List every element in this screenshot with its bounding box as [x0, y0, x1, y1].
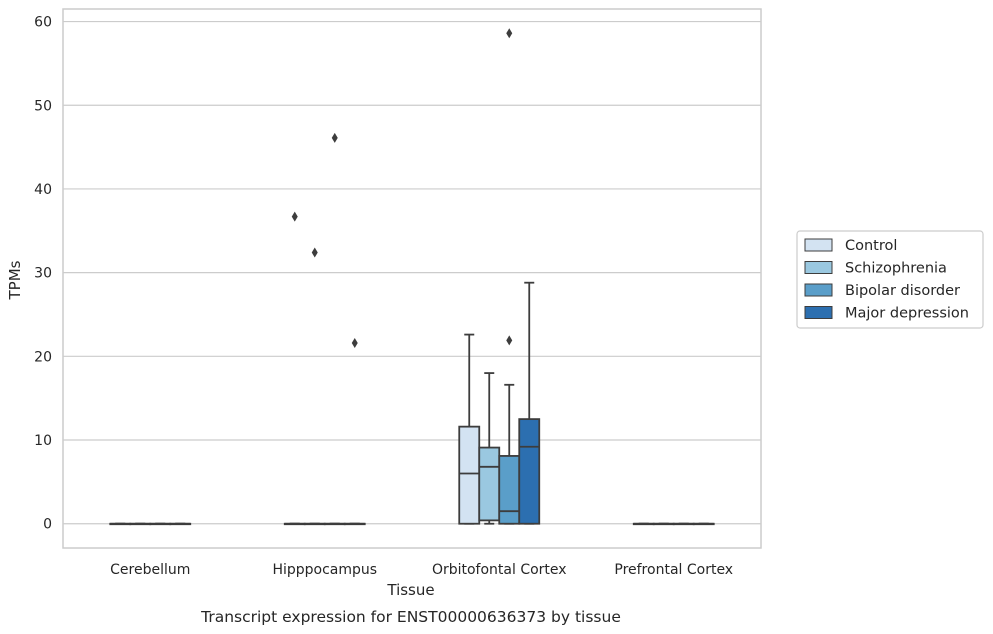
legend-swatch	[804, 283, 833, 297]
box-2-1	[323, 132, 346, 526]
y-axis-ticks: 0 10 20 30 40 50 60	[34, 15, 52, 533]
y-tick-label: 50	[34, 98, 52, 114]
x-tick-label: Orbitofontal Cortex	[432, 562, 567, 578]
x-tick-label: Cerebellum	[110, 562, 190, 578]
box-groups	[109, 28, 715, 526]
y-tick-label: 10	[34, 433, 52, 449]
box-2-3	[672, 522, 695, 526]
legend-frame	[796, 230, 984, 329]
box-3-1	[343, 337, 366, 526]
legend-label: Control	[845, 238, 897, 254]
y-tick-label: 0	[43, 517, 52, 533]
y-tick-label: 40	[34, 182, 52, 198]
box-0-2	[458, 333, 481, 525]
legend-swatch	[804, 238, 833, 252]
x-axis-label: Tissue	[386, 581, 434, 599]
box-0-3	[632, 522, 655, 526]
legend-swatch	[804, 261, 833, 274]
box-body	[458, 425, 481, 525]
box-1-3	[652, 522, 675, 526]
x-tick-label: Prefrontal Cortex	[614, 562, 733, 578]
box-1-2	[478, 372, 501, 525]
y-tick-label: 60	[34, 15, 52, 31]
box-2-0	[149, 522, 172, 526]
grid-lines	[63, 20, 761, 525]
outlier-point	[311, 247, 318, 258]
box-0-0	[109, 522, 132, 526]
y-axis-label: TPMs	[6, 260, 24, 300]
box-3-2	[518, 281, 541, 525]
box-3-0	[169, 522, 192, 526]
y-tick-label: 20	[34, 349, 52, 365]
legend-swatch	[804, 306, 833, 319]
x-axis-ticks: Cerebellum Hipppocampus Orbitofontal Corte…	[110, 562, 733, 578]
box-1-1	[303, 247, 326, 526]
outlier-point	[331, 132, 338, 143]
box-3-3	[692, 522, 715, 526]
box-1-0	[129, 522, 152, 526]
legend-label: Bipolar disorder	[845, 283, 960, 299]
box-body	[498, 455, 521, 525]
plot-area-frame	[62, 8, 762, 549]
chart-caption: Transcript expression for ENST0000063637…	[200, 608, 621, 626]
outlier-point	[291, 211, 298, 222]
outlier-point	[506, 335, 513, 346]
box-body	[518, 418, 541, 525]
outlier-point	[506, 28, 513, 39]
y-tick-label: 30	[34, 266, 52, 282]
box-2-2	[498, 28, 521, 525]
box-body	[478, 446, 501, 522]
box-0-1	[283, 211, 306, 526]
legend-label: Major depression	[845, 306, 969, 322]
x-tick-label: Hipppocampus	[272, 562, 377, 578]
legend: Control Schizophrenia Bipolar disorder Majo…	[796, 230, 984, 329]
outlier-point	[351, 337, 358, 348]
legend-label: Schizophrenia	[845, 261, 947, 277]
